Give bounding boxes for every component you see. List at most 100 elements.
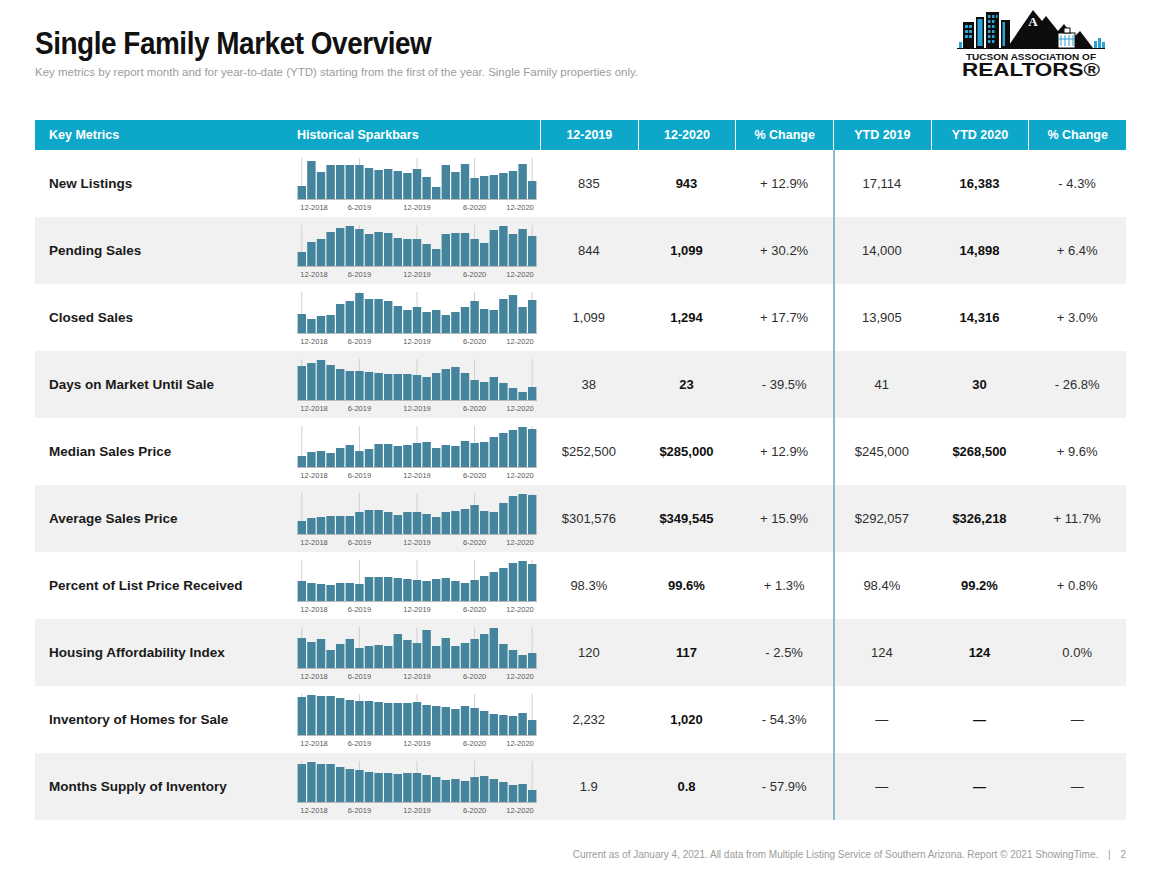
sparkbar-bar: [346, 516, 354, 534]
sparkbar-bar: [432, 777, 440, 802]
logo-window: [978, 19, 983, 46]
sparkbar-bar: [499, 715, 507, 735]
metric-label: Inventory of Homes for Sale: [35, 712, 295, 727]
key-metrics-table: Key Metrics Historical Sparkbars 12-2019…: [35, 120, 1126, 820]
cell-ytd-2020: —: [931, 779, 1029, 794]
sparkbar-bar: [394, 515, 402, 534]
sparkbar-bar: [336, 228, 344, 266]
sparkbar-bar: [326, 516, 334, 534]
sparkbar-axis-label: 6-2019: [348, 203, 371, 212]
sparkbar-axis-label: 12-2018: [300, 270, 328, 279]
sparkbar-axis-label: 6-2019: [348, 538, 371, 547]
sparkbar-chart: 12-20186-201912-20196-202012-2020: [297, 291, 537, 348]
sparkbar-bar: [422, 312, 430, 333]
sparkbar-bar: [355, 293, 363, 333]
cell-12-2019: 1.9: [540, 779, 638, 794]
sparkbar-chart: 12-20186-201912-20196-202012-2020: [297, 224, 537, 281]
logo-building: [963, 22, 974, 48]
sparkbar-bar: [461, 781, 469, 802]
sparkbar-axis-label: 12-2018: [300, 605, 328, 614]
sparkbar-bar: [490, 572, 498, 601]
sparkbar-cell: 12-20186-201912-20196-202012-2020: [295, 150, 540, 217]
sparkbar-bar: [365, 168, 373, 199]
sparkbar-bar: [298, 521, 306, 534]
sparkbar-cell: 12-20186-201912-20196-202012-2020: [295, 418, 540, 485]
table-row: Days on Market Until Sale12-20186-201912…: [35, 351, 1126, 418]
sparkbar-bar: [461, 307, 469, 333]
sparkbar-bar: [307, 583, 315, 601]
sparkbar-bar: [451, 511, 459, 534]
table-row: Median Sales Price12-20186-201912-20196-…: [35, 418, 1126, 485]
sparkbar-bar: [518, 655, 526, 668]
sparkbar-bar: [422, 705, 430, 735]
sparkbar-axis-label: 12-2019: [403, 270, 431, 279]
sparkbar-bar: [461, 509, 469, 534]
tucson-association-of-realtors-logo: A TUCSON ASSOCIATION OF REALTORS®: [945, 8, 1117, 82]
cell-ytd-pct-change: 0.0%: [1028, 645, 1126, 660]
page-subtitle: Key metrics by report month and for year…: [35, 66, 638, 78]
sparkbar-bar: [442, 165, 450, 199]
sparkbar-bar: [355, 165, 363, 199]
sparkbar-chart: 12-20186-201912-20196-202012-2020: [297, 358, 537, 415]
sparkbar-axis-label: 12-2018: [300, 471, 328, 480]
sparkbar-axis-label: 6-2019: [348, 404, 371, 413]
sparkbar-chart: 12-20186-201912-20196-202012-2020: [297, 626, 537, 683]
sparkbar-bar: [528, 790, 536, 802]
sparkbar-bar: [403, 239, 411, 266]
sparkbar-bar: [509, 171, 517, 199]
sparkbar-axis-label: 12-2018: [300, 538, 328, 547]
sparkbar-bar: [528, 564, 536, 601]
sparkbar-bar: [470, 580, 478, 601]
sparkbar-bar: [442, 578, 450, 601]
metric-label: Days on Market Until Sale: [35, 377, 295, 392]
sparkbar-bar: [298, 581, 306, 601]
sparkbar-bar: [336, 767, 344, 802]
sparkbar-bar: [394, 238, 402, 266]
sparkbar-bar: [394, 171, 402, 199]
cell-ytd-2020: —: [931, 712, 1029, 727]
sparkbar-bar: [480, 442, 488, 467]
sparkbar-bar: [365, 577, 373, 601]
sparkbar-bar: [403, 579, 411, 601]
sparkbar-bar: [336, 165, 344, 199]
sparkbar-bar: [365, 772, 373, 802]
cell-ytd-2020: 99.2%: [931, 578, 1029, 593]
sparkbar-bar: [528, 300, 536, 333]
sparkbar-axis-label: 12-2018: [300, 672, 328, 681]
sparkbar-bar: [490, 714, 498, 735]
sparkbar-bar: [499, 383, 507, 400]
sparkbar-bar: [490, 628, 498, 668]
cell-pct-change: + 1.3%: [735, 578, 833, 593]
sparkbar-axis-label: 6-2020: [463, 538, 486, 547]
sparkbar-bar: [413, 169, 421, 199]
sparkbar-bar: [394, 774, 402, 802]
sparkbar-axis-label: 6-2019: [348, 806, 371, 815]
sparkbar-bar: [346, 165, 354, 199]
sparkbar-bar: [307, 642, 315, 668]
sparkbar-bar: [480, 176, 488, 199]
sparkbar-bar: [307, 762, 315, 802]
sparkbar-bar: [374, 444, 382, 467]
sparkbar-axis-label: 12-2018: [300, 337, 328, 346]
sparkbar-bar: [307, 452, 315, 467]
sparkbar-bar: [490, 512, 498, 534]
sparkbar-bar: [490, 779, 498, 802]
sparkbar-chart: 12-20186-201912-20196-202012-2020: [297, 559, 537, 616]
cell-ytd-pct-change: + 6.4%: [1028, 243, 1126, 258]
sparkbar-bar: [384, 773, 392, 802]
sparkbar-bar: [442, 369, 450, 400]
sparkbar-bar: [528, 181, 536, 199]
sparkbar-bar: [432, 310, 440, 333]
sparkbar-bar: [509, 785, 517, 802]
sparkbar-axis-label: 12-2019: [403, 538, 431, 547]
cell-12-2019: 1,099: [540, 310, 638, 325]
logo-window: [965, 30, 968, 33]
cell-ytd-2019: —: [833, 712, 931, 727]
sparkbar-bar: [413, 702, 421, 735]
sparkbar-bar: [317, 696, 325, 735]
metric-label: Percent of List Price Received: [35, 578, 295, 593]
metric-label: Months Supply of Inventory: [35, 779, 295, 794]
sparkbar-axis-label: 6-2019: [348, 672, 371, 681]
cell-12-2019: 2,232: [540, 712, 638, 727]
sparkbar-bar: [432, 706, 440, 735]
